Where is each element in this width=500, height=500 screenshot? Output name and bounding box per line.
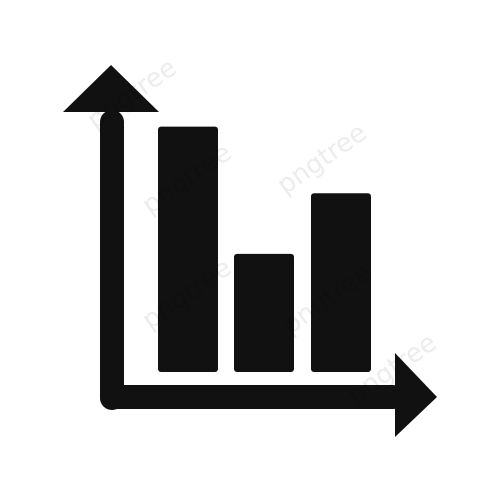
bar-2 [234, 253, 294, 372]
y-axis-arrow-icon [63, 65, 159, 410]
bars-group [158, 126, 371, 372]
bar-3 [311, 193, 371, 372]
bar-1 [158, 126, 218, 372]
x-axis-arrow-icon [100, 353, 437, 437]
svg-text:pngtree: pngtree [272, 118, 373, 201]
